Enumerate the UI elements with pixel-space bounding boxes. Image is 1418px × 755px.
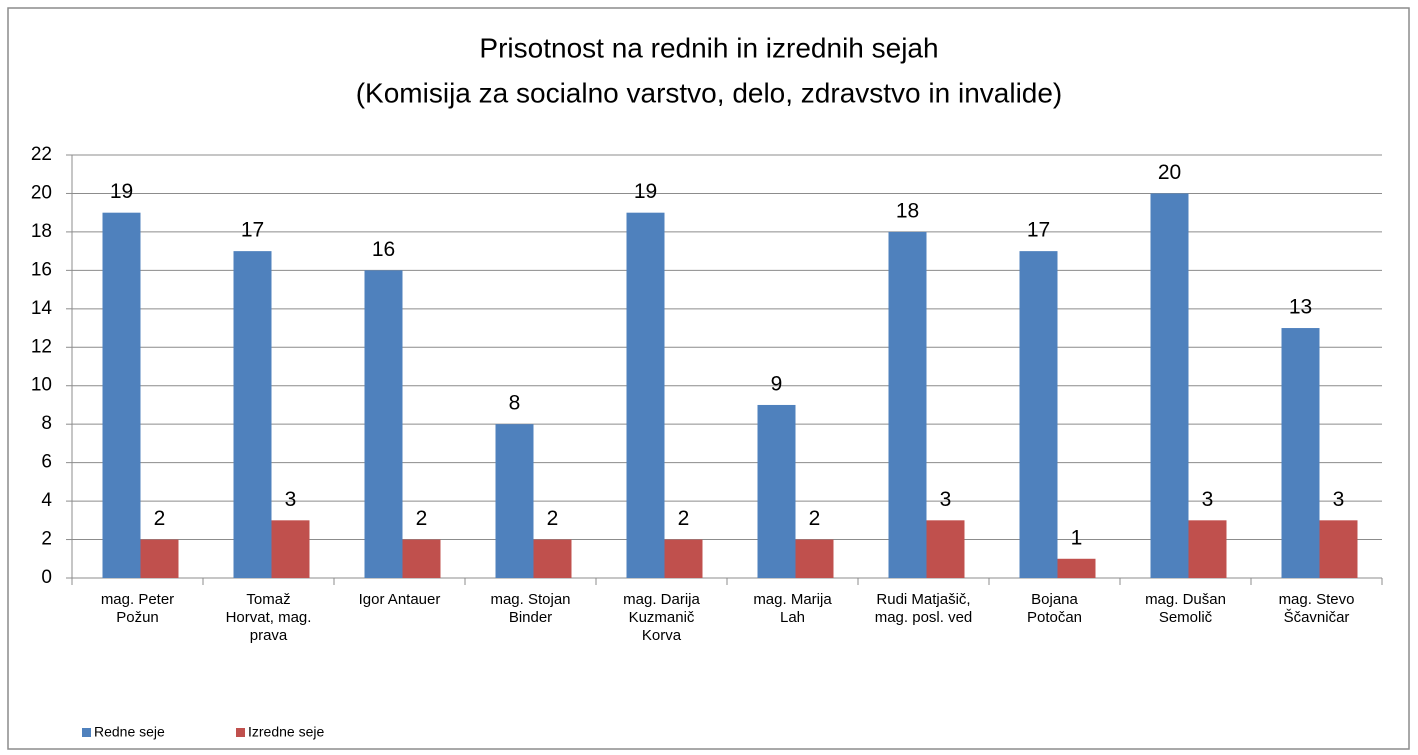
data-label: 17: [1027, 219, 1050, 242]
y-tick-label: 2: [41, 529, 52, 550]
bar: [757, 404, 796, 578]
y-tick-label: 22: [31, 144, 52, 165]
x-tick-label: mag. Dušan Semolič: [1145, 591, 1226, 626]
x-tick-label: Tomaž Horvat, mag. prava: [225, 591, 312, 644]
x-tick-label: Igor Antauer: [358, 591, 441, 608]
y-tick-label: 18: [31, 221, 52, 242]
bar: [1319, 520, 1358, 578]
legend-swatch: [82, 728, 91, 737]
legend-label: Izredne seje: [248, 724, 324, 740]
data-label: 3: [1333, 488, 1345, 511]
x-tick-label: mag. Stojan Binder: [490, 591, 571, 626]
bar: [1057, 558, 1096, 578]
data-label: 2: [416, 507, 428, 530]
y-tick-label: 16: [31, 259, 52, 280]
chart-subtitle: (Komisija za socialno varstvo, delo, zdr…: [356, 77, 1063, 108]
data-label: 13: [1289, 296, 1312, 319]
data-label: 3: [1202, 488, 1214, 511]
data-label: 9: [771, 373, 783, 396]
data-label: 2: [809, 507, 821, 530]
x-tick-label: mag. Darija Kuzmanič Korva: [623, 591, 700, 644]
legend-label: Redne seje: [94, 724, 165, 740]
bar: [888, 231, 927, 578]
data-label: 2: [547, 507, 559, 530]
bar: [626, 212, 665, 578]
y-tick-label: 12: [31, 336, 52, 357]
data-label: 8: [509, 392, 521, 415]
bar: [664, 539, 703, 578]
y-tick-label: 0: [41, 567, 52, 588]
legend-swatch: [236, 728, 245, 737]
bar: [233, 251, 272, 579]
data-label: 1: [1071, 526, 1083, 549]
y-tick-label: 20: [31, 182, 52, 203]
x-tick-label: mag. Peter Požun: [100, 591, 175, 626]
x-tick-label: mag. Marija Lah: [753, 591, 832, 626]
bar: [795, 539, 834, 578]
bar: [271, 520, 310, 578]
x-tick-label: Bojana Potočan: [1026, 591, 1083, 626]
bar: [1019, 251, 1058, 579]
bar: [1281, 328, 1320, 578]
bar: [533, 539, 572, 578]
data-label: 19: [110, 180, 133, 203]
bar: [402, 539, 441, 578]
x-tick-label: Rudi Matjašič, mag. posl. ved: [874, 591, 973, 626]
bar: [495, 424, 534, 578]
bar: [926, 520, 965, 578]
data-label: 20: [1158, 161, 1181, 184]
bar: [364, 270, 403, 578]
data-label: 3: [940, 488, 952, 511]
bar: [1188, 520, 1227, 578]
chart-title: Prisotnost na rednih in izrednih sejah: [479, 32, 938, 63]
bar: [102, 212, 141, 578]
x-tick-label: mag. Stevo Ščavničar: [1278, 591, 1355, 626]
y-tick-label: 6: [41, 452, 52, 473]
data-label: 3: [285, 488, 297, 511]
data-label: 2: [154, 507, 166, 530]
y-tick-label: 10: [31, 375, 52, 396]
data-label: 16: [372, 238, 395, 261]
bar: [1150, 193, 1189, 579]
data-label: 2: [678, 507, 690, 530]
y-tick-label: 8: [41, 413, 52, 434]
bar: [140, 539, 179, 578]
y-tick-label: 4: [41, 490, 52, 511]
y-tick-label: 14: [31, 298, 53, 319]
data-label: 17: [241, 219, 264, 242]
data-label: 18: [896, 199, 919, 222]
data-label: 19: [634, 180, 657, 203]
